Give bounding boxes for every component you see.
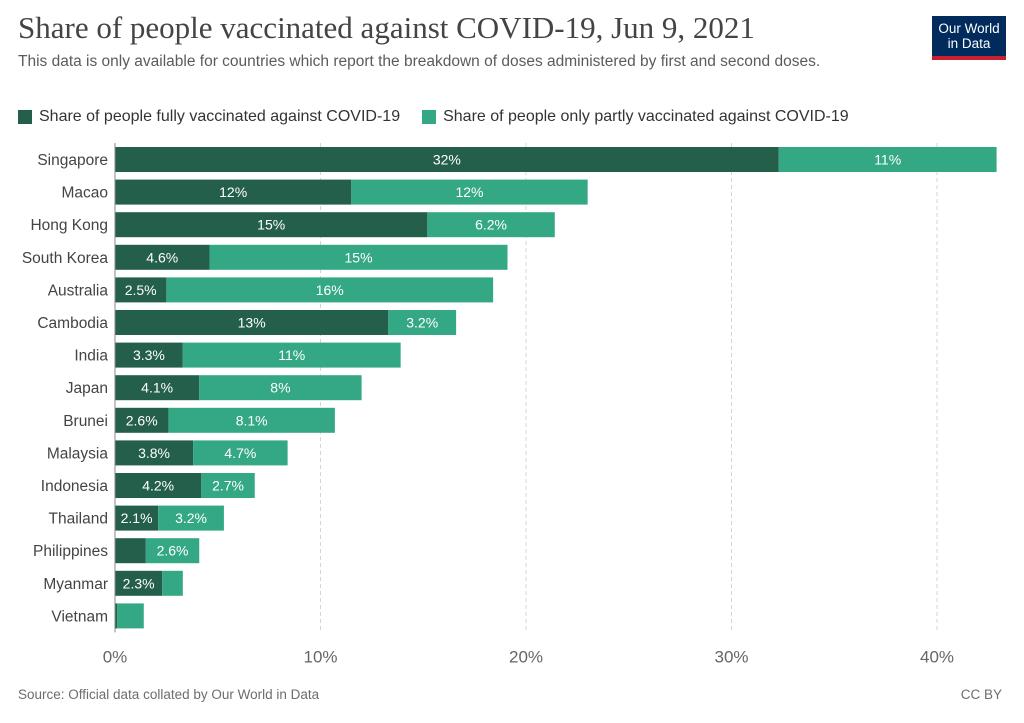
category-label: Myanmar [43,576,108,593]
bar-partly-vaccinated[interactable] [201,473,255,498]
chart-subtitle: This data is only available for countrie… [18,53,821,70]
legend-label-fully: Share of people fully vaccinated against… [39,108,401,125]
category-label: Thailand [49,511,108,528]
category-label: Philippines [33,543,108,560]
bar-value-label: 8.1% [236,412,268,428]
x-tick-label: 20% [509,647,543,666]
bar-value-label: 6.2% [475,217,507,233]
category-label: Macao [61,185,108,202]
bar-value-label: 3.2% [175,510,207,526]
x-tick-label: 30% [714,647,748,666]
category-label: Indonesia [41,478,109,495]
bar-fully-vaccinated[interactable] [115,147,779,172]
bar-fully-vaccinated[interactable] [115,310,389,335]
bar-fully-vaccinated[interactable] [115,570,163,596]
bar-partly-vaccinated[interactable] [209,244,508,270]
chart-title: Share of people vaccinated against COVID… [18,10,755,45]
legend-swatch-fully [18,110,32,124]
chart-legend: Share of people fully vaccinated against… [18,108,871,126]
bar-fully-vaccinated[interactable] [115,375,200,401]
bar-partly-vaccinated[interactable] [388,310,457,335]
bar-fully-vaccinated[interactable] [115,244,210,270]
bar-value-label: 2.3% [123,575,155,591]
bar-value-label: 3.3% [133,347,165,363]
bar-value-label: 15% [345,249,373,265]
bar-value-label: 11% [874,152,901,168]
bar-partly-vaccinated[interactable] [117,603,144,629]
bar-value-label: 4.6% [146,249,178,265]
bar-fully-vaccinated[interactable] [115,342,183,368]
bar-value-label: 12% [455,184,483,200]
legend-item-partly[interactable]: Share of people only partly vaccinated a… [422,108,849,126]
bar-partly-vaccinated[interactable] [199,375,362,401]
bar-fully-vaccinated[interactable] [115,212,428,238]
bar-value-label: 16% [316,282,344,298]
bar-partly-vaccinated[interactable] [351,179,588,205]
owid-logo[interactable]: Our World in Data [932,16,1006,60]
bar-chart: 0% 10% 20% 30% 40% Singapore 32% 11% Macao 12% 12%… [22,143,997,666]
logo-line-2: in Data [947,36,991,51]
legend-swatch-partly [422,110,437,124]
bar-value-label: 12% [219,184,247,200]
logo-line-1: Our World [938,21,1000,36]
category-label: Japan [66,380,108,397]
source-note[interactable]: Source: Official data collated by Our Wo… [18,687,320,702]
bar-partly-vaccinated[interactable] [193,440,288,466]
category-label: Cambodia [37,315,108,332]
category-label: Hong Kong [30,217,108,234]
bar-value-label: 2.5% [125,282,157,298]
bar-value-label: 4.1% [141,380,173,396]
category-label: South Korea [22,250,109,267]
bar-partly-vaccinated[interactable] [168,407,335,433]
bar-value-label: 4.7% [224,445,256,461]
bar-value-label: 13% [238,315,266,331]
x-tick-label: 10% [303,647,337,666]
category-label: Australia [48,282,109,299]
category-label: Malaysia [47,445,109,462]
bar-partly-vaccinated[interactable] [427,212,555,238]
bar-value-label: 2.7% [212,478,244,494]
bar-fully-vaccinated[interactable] [115,505,159,531]
bar-value-label: 3.8% [138,445,170,461]
x-tick-label: 40% [920,647,954,666]
category-label: Vietnam [51,608,108,625]
bar-fully-vaccinated[interactable] [115,179,352,205]
bar-value-label: 2.6% [157,543,189,559]
bar-fully-vaccinated[interactable] [115,277,167,303]
bar-fully-vaccinated[interactable] [115,603,118,629]
legend-label-partly: Share of people only partly vaccinated a… [443,108,849,125]
category-label: Brunei [63,413,108,430]
category-label: India [74,348,108,365]
x-tick-label: 0% [103,647,128,666]
bar-fully-vaccinated[interactable] [115,473,202,498]
bar-value-label: 2.6% [126,412,158,428]
bar-fully-vaccinated[interactable] [115,440,194,466]
bar-value-label: 3.2% [406,315,438,331]
bar-value-label: 4.2% [142,478,174,494]
bar-partly-vaccinated[interactable] [162,570,183,596]
bar-value-label: 8% [270,380,290,396]
bar-partly-vaccinated[interactable] [158,505,224,531]
bar-value-label: 32% [433,152,461,168]
license-label[interactable]: CC BY [960,687,1002,702]
bar-partly-vaccinated[interactable] [182,342,401,368]
bar-fully-vaccinated[interactable] [115,538,146,564]
bar-value-label: 11% [278,347,305,363]
bar-partly-vaccinated[interactable] [166,277,494,303]
bar-value-label: 15% [257,217,285,233]
bar-partly-vaccinated[interactable] [778,147,997,172]
bar-value-label: 2.1% [121,510,153,526]
bar-fully-vaccinated[interactable] [115,407,169,433]
category-label: Singapore [37,152,108,169]
bar-partly-vaccinated[interactable] [145,538,200,564]
legend-item-fully[interactable]: Share of people fully vaccinated against… [18,108,400,126]
